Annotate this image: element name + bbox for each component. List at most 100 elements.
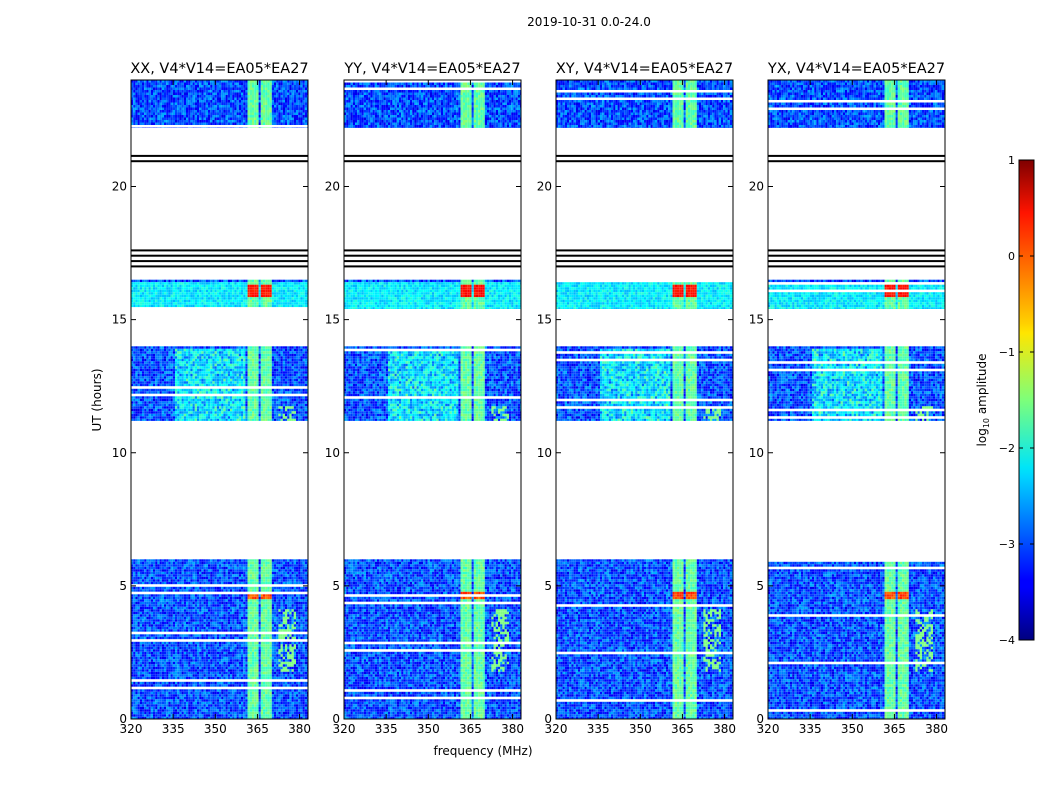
heatmap-cell [179,567,181,570]
heatmap-cell [267,564,269,567]
heatmap-cell [142,559,144,562]
heatmap-cell [206,574,208,577]
heatmap-cell [232,559,234,562]
heatmap-cell [289,574,291,577]
heatmap-cell [144,587,146,590]
heatmap-cell [151,572,153,575]
heatmap-cell [153,579,155,582]
heatmap-cell [212,559,214,562]
heatmap-cell [254,572,256,575]
heatmap-cell [162,587,164,590]
heatmap-cell [256,572,258,575]
heatmap-cell [256,562,258,565]
heatmap-cell [217,577,219,580]
heatmap-cell [173,567,175,570]
heatmap-cell [157,587,159,590]
heatmap-cell [263,579,265,582]
heatmap-cell [239,572,241,575]
heatmap-cell [204,564,206,567]
heatmap-cell [234,579,236,582]
heatmap-cell [265,567,267,570]
heatmap-cell [184,577,186,580]
heatmap-cell [197,562,199,565]
heatmap-cell [206,572,208,575]
heatmap-cell [215,574,217,577]
heatmap-cell [206,567,208,570]
heatmap-cell [292,564,294,567]
heatmap-cell [212,562,214,565]
heatmap-cell [300,574,302,577]
heatmap-cell [160,579,162,582]
heatmap-cell [303,579,305,582]
heatmap-cell [140,577,142,580]
heatmap-cell [173,574,175,577]
heatmap-cell [296,587,298,590]
heatmap-cell [193,564,195,567]
heatmap-cell [210,564,212,567]
heatmap-cell [270,579,272,582]
heatmap-cell [245,569,247,572]
heatmap-cell [256,574,258,577]
heatmap-cell [173,572,175,575]
heatmap-cell [281,582,283,585]
heatmap-cell [261,582,263,585]
heatmap-cell [294,559,296,562]
heatmap-cell [212,582,214,585]
heatmap-cell [195,574,197,577]
heatmap-cell [261,572,263,575]
heatmap-cell [285,582,287,585]
heatmap-cell [261,574,263,577]
heatmap-cell [241,564,243,567]
heatmap-cell [300,562,302,565]
heatmap-cell [228,564,230,567]
heatmap-cell [173,579,175,582]
heatmap-cell [243,572,245,575]
heatmap-cell [208,577,210,580]
heatmap-cell [276,587,278,590]
heatmap-cell [155,567,157,570]
heatmap-cell [232,574,234,577]
heatmap-cell [160,572,162,575]
heatmap-cell [177,574,179,577]
heatmap-cell [206,562,208,565]
heatmap-cell [223,582,225,585]
heatmap-cell [241,579,243,582]
heatmap-cell [133,582,135,585]
heatmap-cell [140,562,142,565]
heatmap-cell [226,572,228,575]
heatmap-cell [199,559,201,562]
heatmap-cell [252,564,254,567]
heatmap-cell [190,564,192,567]
heatmap-cell [296,559,298,562]
heatmap-cell [230,587,232,590]
heatmap-cell [276,579,278,582]
heatmap-cell [245,559,247,562]
heatmap-cell [168,574,170,577]
heatmap-cell [243,569,245,572]
heatmap-cell [138,574,140,577]
heatmap-cell [230,567,232,570]
heatmap-cell [135,579,137,582]
heatmap-cell [193,582,195,585]
heatmap-cell [228,567,230,570]
heatmap-cell [201,562,203,565]
heatmap-cell [289,564,291,567]
heatmap-cell [267,567,269,570]
heatmap-cell [250,577,252,580]
heatmap-cell [190,567,192,570]
heatmap-cell [175,559,177,562]
heatmap-cell [254,562,256,565]
heatmap-cell [164,579,166,582]
heatmap-cell [274,587,276,590]
heatmap-cell [199,569,201,572]
heatmap-cell [149,587,151,590]
heatmap-cell [171,579,173,582]
heatmap-cell [215,562,217,565]
heatmap-cell [283,569,285,572]
heatmap-cell [230,572,232,575]
heatmap-cell [287,562,289,565]
heatmap-cell [305,567,307,570]
heatmap-cell [197,582,199,585]
heatmap-cell [208,582,210,585]
heatmap-cell [294,587,296,590]
